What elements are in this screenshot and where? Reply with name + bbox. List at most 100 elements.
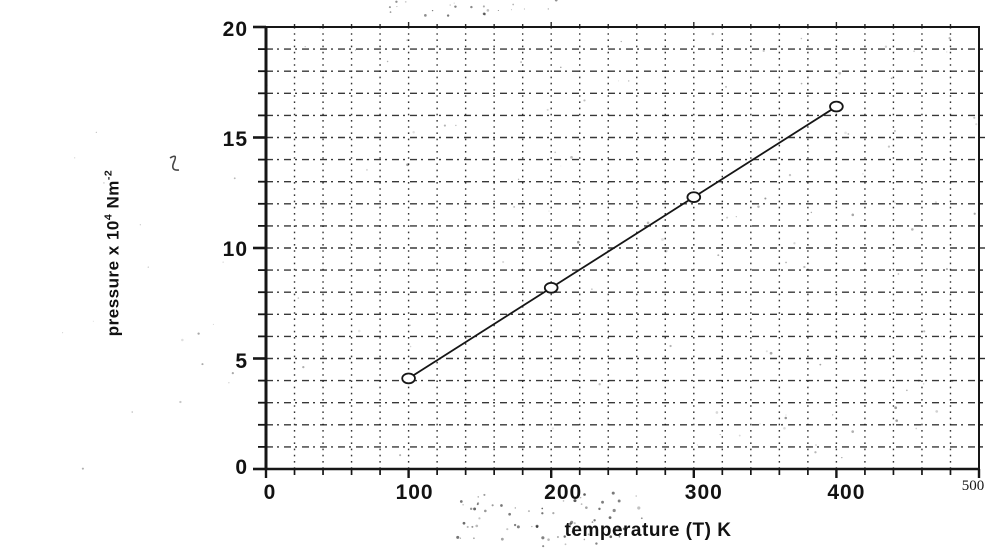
x-tick-label: 500	[961, 478, 985, 494]
scan-speck	[583, 538, 586, 541]
scan-speck	[482, 5, 485, 8]
scan-speck	[598, 507, 601, 511]
scan-speck	[478, 517, 481, 520]
scan-speck	[788, 173, 792, 177]
scan-speck	[462, 521, 466, 525]
scan-speck	[486, 9, 490, 12]
scan-speck	[814, 451, 817, 454]
scan-speck	[354, 49, 356, 51]
scan-speck	[923, 383, 925, 385]
scan-speck	[897, 273, 900, 275]
scan-speck	[665, 249, 668, 253]
scan-speck	[542, 545, 545, 548]
scan-speck	[844, 131, 847, 135]
scan-speck	[637, 506, 641, 510]
scan-speck	[601, 500, 604, 504]
scan-speck	[74, 157, 76, 159]
scan-speck	[473, 507, 477, 511]
scan-speck	[552, 512, 555, 515]
scan-speck	[640, 517, 643, 520]
scan-speck	[396, 6, 398, 8]
scan-speck	[915, 427, 918, 430]
scan-speck	[819, 363, 822, 366]
scan-speck	[576, 240, 580, 244]
scan-speck	[409, 324, 411, 327]
scan-speck	[551, 427, 555, 430]
scan-speck	[554, 0, 558, 2]
scan-speck	[778, 94, 780, 96]
scan-speck	[917, 379, 920, 382]
scan-speck	[92, 320, 94, 322]
scan-speck	[265, 433, 267, 435]
scan-speck	[587, 533, 590, 536]
scan-speck	[593, 519, 596, 522]
scan-speck	[412, 131, 415, 134]
data-point-marker	[401, 372, 416, 385]
y-tick-label: 0	[235, 456, 248, 479]
scan-speck	[482, 12, 486, 16]
scan-speck	[571, 530, 574, 533]
scan-speck	[103, 182, 105, 184]
scan-speck	[735, 216, 737, 218]
scan-speck	[562, 500, 565, 502]
y-tick-label: 15	[222, 127, 248, 151]
scan-speck	[349, 242, 351, 244]
scan-speck	[618, 535, 621, 538]
scan-speck	[453, 2, 455, 4]
scan-speck	[862, 173, 864, 175]
scan-speck	[389, 11, 392, 13]
scan-speck	[783, 426, 786, 430]
scan-speck	[222, 261, 224, 263]
scan-speck	[560, 165, 562, 167]
scan-speck	[646, 221, 650, 225]
scan-speck	[459, 500, 463, 503]
scan-speck	[948, 36, 951, 40]
y-axis-title: pressure x 104 Nm-2	[103, 170, 124, 337]
x-tick-label: 0	[263, 481, 277, 504]
scan-speck	[473, 537, 475, 540]
scan-speck	[661, 238, 664, 241]
scan-speck	[506, 528, 509, 531]
scan-speck	[62, 332, 64, 334]
scan-speck	[297, 297, 300, 299]
scan-speck	[228, 382, 230, 384]
scan-speck	[890, 77, 893, 80]
scan-speck	[81, 467, 84, 470]
y-tick-label: 20	[222, 18, 248, 41]
scan-speck	[547, 8, 549, 10]
scan-speck	[476, 503, 479, 506]
scan-speck	[404, 1, 407, 3]
scan-speck	[585, 506, 588, 510]
scan-speck	[784, 416, 788, 420]
scan-speck	[785, 261, 787, 264]
scan-speck	[547, 538, 550, 541]
scan-speck	[619, 528, 622, 531]
x-axis-title: temperature (T) K	[564, 520, 732, 541]
scan-speck	[738, 434, 741, 437]
scan-speck	[573, 522, 576, 525]
scan-speck	[546, 108, 549, 111]
scan-speck	[620, 40, 622, 43]
data-point-marker	[829, 100, 844, 113]
scan-speck	[388, 6, 391, 9]
scan-speck	[449, 4, 452, 6]
scan-speck	[715, 411, 719, 414]
scan-speck	[516, 525, 520, 529]
scan-speck	[357, 329, 361, 333]
scan-speck	[510, 9, 512, 11]
scan-speck	[497, 9, 499, 12]
scan-speck	[762, 49, 765, 52]
scan-speck	[95, 131, 97, 133]
scan-speck	[895, 419, 898, 422]
scan-speck	[810, 211, 813, 214]
scan-speck	[462, 503, 464, 506]
scan-speck	[614, 528, 617, 531]
scan-speck	[523, 8, 525, 10]
scan-speck	[201, 363, 204, 366]
scan-speck	[946, 51, 948, 53]
scan-speck	[726, 216, 729, 219]
scan-speck	[406, 39, 409, 42]
scan-speck	[548, 210, 550, 212]
y-axis-title-text: Nm	[103, 180, 123, 214]
scan-speck	[664, 251, 667, 253]
